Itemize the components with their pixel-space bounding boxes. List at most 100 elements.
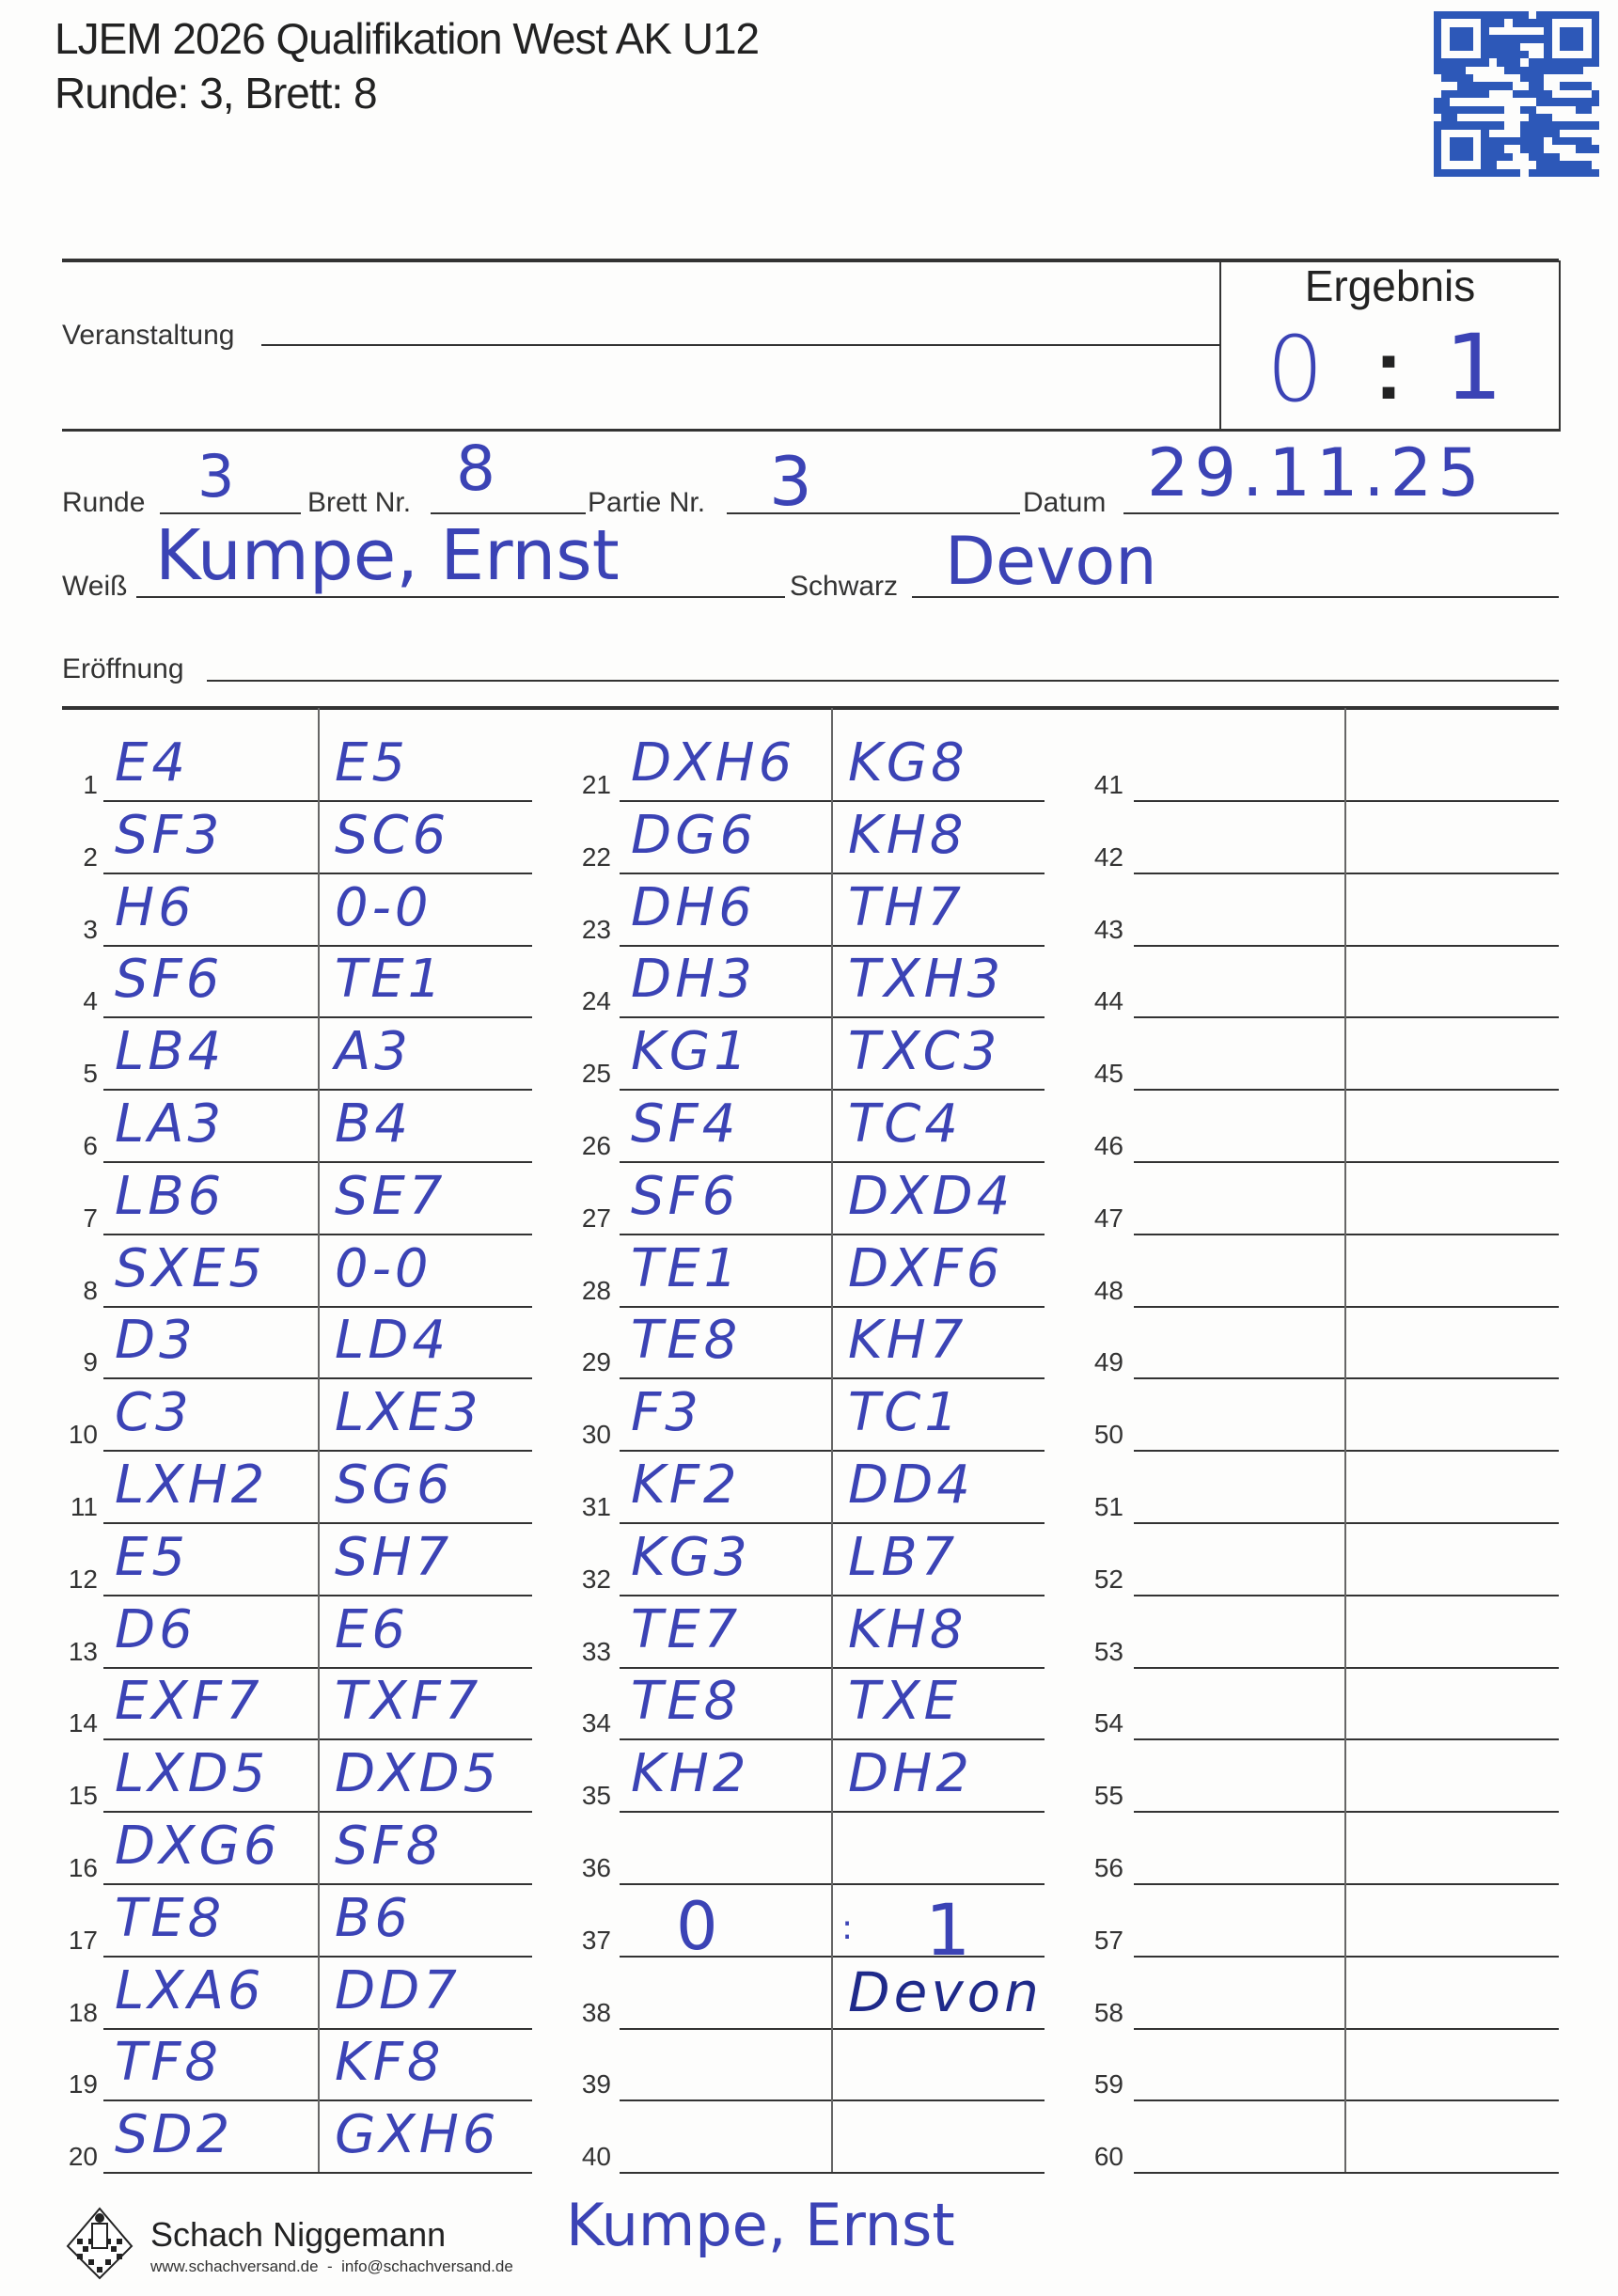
- move-line: [1134, 800, 1559, 802]
- white-move[interactable]: LA3: [115, 1093, 226, 1155]
- black-move[interactable]: TXC3: [848, 1021, 1001, 1083]
- eroeffnung-label: Eröffnung: [62, 653, 184, 684]
- black-move[interactable]: DXF6: [848, 1237, 1004, 1299]
- move-number: 50: [1093, 1420, 1123, 1450]
- black-move[interactable]: TXH3: [848, 949, 1005, 1011]
- eroeffnung-field[interactable]: [207, 680, 1559, 682]
- black-move[interactable]: TC4: [848, 1093, 962, 1155]
- white-move[interactable]: 0: [676, 1887, 722, 1965]
- white-move[interactable]: TE1: [631, 1237, 742, 1299]
- black-move[interactable]: E6: [335, 1598, 410, 1660]
- white-move[interactable]: DXH6: [631, 732, 796, 794]
- white-move[interactable]: H6: [115, 876, 196, 938]
- black-move[interactable]: KF8: [335, 2032, 445, 2094]
- white-move[interactable]: C3: [115, 1382, 193, 1444]
- white-move[interactable]: LB6: [115, 1165, 226, 1227]
- white-move[interactable]: LXH2: [115, 1455, 269, 1516]
- white-move[interactable]: DH6: [631, 876, 756, 938]
- white-move[interactable]: SD2: [115, 2104, 234, 2166]
- veranstaltung-field[interactable]: [261, 344, 1219, 346]
- black-move[interactable]: TXE: [848, 1671, 961, 1733]
- white-move[interactable]: LB4: [115, 1021, 226, 1083]
- schwarz-field[interactable]: [912, 596, 1559, 598]
- black-move[interactable]: GXH6: [335, 2104, 500, 2166]
- black-move[interactable]: TC1: [848, 1382, 962, 1444]
- white-move[interactable]: TE8: [115, 1887, 226, 1949]
- white-move[interactable]: TE7: [631, 1598, 742, 1660]
- black-move[interactable]: 0-0: [335, 1237, 432, 1299]
- move-number: 33: [581, 1636, 611, 1666]
- ergebnis-label: Ergebnis: [1304, 261, 1476, 310]
- white-move[interactable]: KG1: [631, 1021, 751, 1083]
- black-move[interactable]: DXD4: [848, 1165, 1014, 1227]
- white-move[interactable]: DH3: [631, 949, 756, 1011]
- black-move[interactable]: 0-0: [335, 876, 432, 938]
- black-move[interactable]: LB7: [848, 1526, 959, 1588]
- black-move[interactable]: SG6: [335, 1455, 454, 1516]
- brand-name: Schach Niggemann: [150, 2215, 447, 2254]
- white-move[interactable]: TF8: [115, 2032, 223, 2094]
- white-move[interactable]: SF3: [115, 804, 224, 866]
- white-move[interactable]: EXF7: [115, 1671, 263, 1733]
- white-move[interactable]: DG6: [631, 804, 758, 866]
- runde-field[interactable]: [160, 512, 301, 514]
- black-move[interactable]: LD4: [335, 1310, 449, 1372]
- white-move[interactable]: SF4: [631, 1093, 740, 1155]
- black-move[interactable]: TE1: [335, 949, 446, 1011]
- white-move[interactable]: D3: [115, 1310, 196, 1372]
- black-move[interactable]: DD7: [335, 1959, 461, 2021]
- black-move[interactable]: Devon: [848, 1959, 1043, 2024]
- black-move[interactable]: SF8: [335, 1816, 444, 1877]
- white-move[interactable]: KH2: [631, 1743, 750, 1805]
- black-move[interactable]: KH8: [848, 1598, 967, 1660]
- black-move[interactable]: SH7: [335, 1526, 453, 1588]
- weiss-field[interactable]: [136, 596, 785, 598]
- move-line: [1134, 1305, 1559, 1308]
- white-move[interactable]: F3: [631, 1382, 702, 1444]
- move-number: 56: [1093, 1853, 1123, 1882]
- black-move[interactable]: TH7: [848, 876, 965, 938]
- move-number: 40: [581, 2142, 611, 2172]
- move-number: 23: [581, 914, 611, 944]
- column-divider: [1344, 708, 1346, 2173]
- ergebnis-white[interactable]: 0: [1266, 317, 1325, 422]
- white-move[interactable]: SF6: [631, 1165, 740, 1227]
- datum-label: Datum: [1023, 487, 1107, 518]
- black-move[interactable]: SC6: [335, 804, 450, 866]
- white-move[interactable]: SXE5: [115, 1237, 266, 1299]
- black-move[interactable]: KH7: [848, 1310, 967, 1372]
- move-number: 20: [68, 2142, 98, 2172]
- veranstaltung-label: Veranstaltung: [62, 320, 235, 351]
- black-move[interactable]: TXF7: [335, 1671, 482, 1733]
- black-move[interactable]: DD4: [848, 1455, 974, 1516]
- black-move[interactable]: LXE3: [335, 1382, 482, 1444]
- partie-field[interactable]: [727, 512, 1020, 514]
- black-move[interactable]: 1: [925, 1887, 975, 1972]
- black-move[interactable]: KG8: [848, 732, 968, 794]
- ergebnis-black[interactable]: 1: [1445, 315, 1503, 420]
- black-move[interactable]: DXD5: [335, 1743, 501, 1805]
- white-move[interactable]: E4: [115, 732, 190, 794]
- black-move[interactable]: A3: [335, 1021, 412, 1083]
- white-move[interactable]: D6: [115, 1598, 196, 1660]
- black-move[interactable]: B4: [335, 1093, 413, 1155]
- white-move[interactable]: KG3: [631, 1526, 751, 1588]
- white-move[interactable]: TE8: [631, 1310, 742, 1372]
- white-move[interactable]: TE8: [631, 1671, 742, 1733]
- move-number: 18: [68, 1997, 98, 2027]
- datum-field[interactable]: [1123, 512, 1559, 514]
- black-move[interactable]: KH8: [848, 804, 967, 866]
- move-number: 59: [1093, 2069, 1123, 2099]
- white-move[interactable]: KF2: [631, 1455, 741, 1516]
- black-move[interactable]: B6: [335, 1887, 413, 1949]
- move-number: 10: [68, 1420, 98, 1450]
- white-move[interactable]: LXD5: [115, 1743, 270, 1805]
- black-move[interactable]: E5: [335, 732, 410, 794]
- black-move[interactable]: SE7: [335, 1165, 447, 1227]
- white-move[interactable]: E5: [115, 1526, 190, 1588]
- white-move[interactable]: LXA6: [115, 1959, 265, 2021]
- white-move[interactable]: DXG6: [115, 1816, 281, 1877]
- black-move[interactable]: DH2: [848, 1743, 973, 1805]
- brett-field[interactable]: [431, 512, 586, 514]
- white-move[interactable]: SF6: [115, 949, 224, 1011]
